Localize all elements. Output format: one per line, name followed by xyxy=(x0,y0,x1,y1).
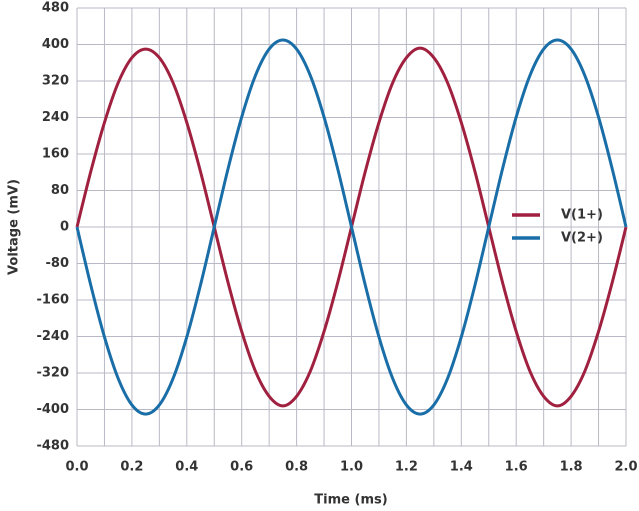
y-tick-label: 480 xyxy=(42,1,69,16)
y-tick-label: -320 xyxy=(36,366,69,381)
x-tick-label: 1.0 xyxy=(340,460,363,475)
x-tick-label: 1.2 xyxy=(395,460,418,475)
series-line xyxy=(75,38,628,416)
x-axis-label: Time (ms) xyxy=(314,493,387,508)
x-tick-label: 0.2 xyxy=(120,460,143,475)
x-tick-label: 1.8 xyxy=(560,460,583,475)
y-tick-label: 240 xyxy=(42,110,69,125)
y-tick-label: 320 xyxy=(42,74,69,89)
y-tick-label: 0 xyxy=(60,220,69,235)
legend-label: V(2+) xyxy=(561,231,603,246)
y-tick-label: 400 xyxy=(42,37,69,52)
y-tick-label: 80 xyxy=(51,183,69,198)
y-tick-label: -400 xyxy=(36,402,69,417)
x-tick-label: 2.0 xyxy=(614,460,637,475)
y-tick-label: 160 xyxy=(42,147,69,162)
x-tick-label: 0.0 xyxy=(65,460,88,475)
x-tick-label: 0.6 xyxy=(230,460,253,475)
y-tick-label: -80 xyxy=(46,256,70,271)
x-tick-label: 1.4 xyxy=(450,460,473,475)
y-axis-label: Voltage (mV) xyxy=(7,179,22,275)
legend-label: V(1+) xyxy=(561,208,603,223)
y-tick-label: -480 xyxy=(36,439,69,454)
y-tick-label: -160 xyxy=(36,293,69,308)
x-tick-label: 1.6 xyxy=(505,460,528,475)
x-tick-label: 0.8 xyxy=(285,460,308,475)
y-tick-label: -240 xyxy=(36,329,69,344)
x-tick-label: 0.4 xyxy=(175,460,198,475)
